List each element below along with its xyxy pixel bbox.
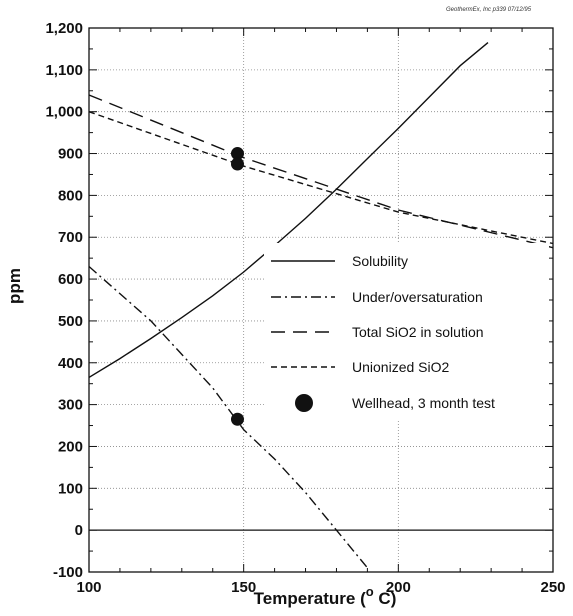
y-tick-label: 1,100 [45, 62, 83, 79]
legend-label: Solubility [352, 253, 408, 269]
x-tick-label: 100 [76, 579, 101, 596]
x-axis-title: Temperature (o C) [254, 584, 397, 608]
x-tick-label: 150 [231, 579, 256, 596]
y-tick-label: -100 [53, 564, 83, 581]
series-line-under-oversaturation [89, 265, 368, 569]
y-tick-label: 0 [75, 522, 83, 539]
y-tick-label: 100 [58, 480, 83, 497]
legend-label: Total SiO2 in solution [352, 324, 484, 340]
y-tick-label: 1,000 [45, 104, 83, 121]
series-line-unionized-sio2 [89, 111, 553, 245]
y-tick-label: 400 [58, 355, 83, 372]
y-axis-title: ppm [5, 268, 24, 304]
y-tick-label: 300 [58, 397, 83, 414]
series-line-total-sio2-in-solution [89, 94, 553, 249]
legend-label: Wellhead, 3 month test [352, 395, 495, 411]
legend-label: Under/oversaturation [352, 289, 483, 305]
wellhead-marker [230, 157, 244, 171]
legend-symbol-wellhead [295, 394, 313, 412]
legend-label: Unionized SiO2 [352, 359, 449, 375]
series-line-solubility [89, 42, 489, 378]
y-tick-label: 200 [58, 438, 83, 455]
y-tick-label: 700 [58, 229, 83, 246]
wellhead-marker [230, 147, 244, 161]
y-tick-label: 600 [58, 271, 83, 288]
credit-text: GeothermEx, Inc p339 07/12/95 [446, 7, 532, 13]
x-tick-label: 250 [540, 579, 565, 596]
y-tick-label: 900 [58, 146, 83, 163]
x-tick-label: 200 [386, 579, 411, 596]
y-tick-label: 500 [58, 313, 83, 330]
x-axis-title-main: Temperature ( [254, 589, 366, 608]
legend-box [264, 243, 549, 421]
x-axis-title-unit: C) [374, 589, 397, 608]
wellhead-marker [230, 412, 244, 426]
x-axis-title-degree: o [366, 584, 374, 599]
y-tick-label: 800 [58, 187, 83, 204]
y-tick-label: 1,200 [45, 20, 83, 37]
